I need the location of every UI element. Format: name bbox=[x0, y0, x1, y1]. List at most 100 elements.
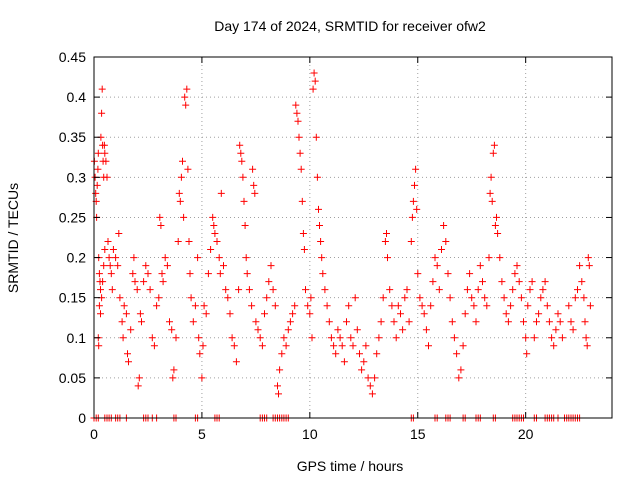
data-point bbox=[399, 326, 407, 334]
data-point bbox=[397, 310, 404, 318]
data-point bbox=[463, 286, 471, 294]
data-point bbox=[239, 173, 247, 181]
data-point bbox=[433, 262, 441, 270]
data-point bbox=[408, 213, 416, 221]
data-point bbox=[550, 342, 558, 350]
data-point bbox=[177, 173, 185, 181]
data-point bbox=[100, 141, 108, 149]
data-point bbox=[407, 238, 415, 245]
x-tick-label: 0 bbox=[90, 426, 98, 442]
data-point bbox=[490, 141, 498, 149]
data-point bbox=[237, 149, 245, 157]
data-point bbox=[411, 181, 418, 189]
data-point bbox=[487, 173, 495, 181]
data-point bbox=[307, 294, 315, 302]
data-point bbox=[136, 310, 144, 318]
data-point bbox=[539, 286, 547, 294]
data-point bbox=[548, 334, 556, 342]
data-point bbox=[241, 222, 249, 229]
data-point bbox=[150, 342, 158, 350]
data-point bbox=[311, 77, 319, 85]
data-point bbox=[356, 350, 363, 358]
data-point bbox=[541, 278, 549, 286]
data-point bbox=[226, 310, 234, 318]
data-point bbox=[302, 286, 309, 294]
data-point bbox=[170, 366, 178, 374]
data-point bbox=[383, 230, 390, 237]
data-point bbox=[194, 254, 202, 262]
data-point bbox=[293, 109, 301, 117]
data-point bbox=[156, 213, 164, 221]
data-point bbox=[265, 278, 273, 286]
plot-frame bbox=[93, 56, 613, 419]
data-point bbox=[249, 165, 257, 173]
data-point bbox=[347, 334, 355, 342]
data-point bbox=[186, 270, 194, 278]
data-point bbox=[524, 302, 532, 310]
y-tick-label: 0.05 bbox=[59, 370, 86, 386]
data-point bbox=[470, 302, 478, 310]
data-point bbox=[321, 286, 329, 294]
data-point bbox=[94, 149, 102, 157]
data-point bbox=[181, 93, 189, 101]
data-point bbox=[584, 254, 592, 262]
data-point bbox=[108, 286, 116, 294]
data-point bbox=[489, 149, 497, 157]
data-point bbox=[157, 222, 165, 229]
grid-lines bbox=[94, 57, 612, 418]
data-point bbox=[216, 270, 224, 278]
data-point bbox=[144, 270, 152, 278]
data-point bbox=[472, 318, 480, 326]
data-point bbox=[183, 85, 191, 93]
data-point bbox=[526, 286, 534, 294]
data-point bbox=[479, 278, 486, 286]
data-point bbox=[95, 342, 103, 350]
data-point bbox=[142, 262, 150, 270]
data-point bbox=[209, 213, 217, 221]
data-point bbox=[298, 197, 306, 205]
y-tick-label: 0.35 bbox=[59, 129, 86, 145]
data-point bbox=[220, 262, 227, 270]
data-point bbox=[373, 350, 381, 358]
data-point bbox=[496, 254, 504, 262]
data-point bbox=[381, 238, 389, 245]
data-point bbox=[125, 358, 132, 366]
data-point bbox=[409, 197, 417, 205]
data-point bbox=[189, 318, 197, 326]
data-point bbox=[491, 222, 499, 229]
data-point bbox=[384, 254, 391, 262]
x-axis-title: GPS time / hours bbox=[297, 458, 404, 474]
data-point bbox=[278, 350, 286, 358]
data-point bbox=[319, 270, 327, 278]
data-point bbox=[420, 310, 428, 318]
data-point bbox=[166, 318, 173, 326]
data-point bbox=[558, 334, 566, 342]
data-point bbox=[401, 294, 409, 302]
data-point bbox=[238, 157, 246, 165]
data-point bbox=[498, 278, 506, 286]
data-point bbox=[284, 326, 292, 334]
y-tick-label: 0.25 bbox=[59, 209, 86, 225]
data-point bbox=[269, 286, 277, 294]
data-point bbox=[377, 318, 385, 326]
y-tick-label: 0.45 bbox=[59, 49, 86, 65]
data-point bbox=[586, 302, 594, 310]
data-point bbox=[504, 318, 512, 326]
data-point bbox=[530, 334, 538, 342]
data-point bbox=[522, 334, 530, 342]
data-point bbox=[119, 334, 127, 342]
data-point bbox=[276, 366, 284, 374]
data-point bbox=[100, 262, 108, 270]
data-point bbox=[254, 326, 262, 334]
data-point bbox=[543, 302, 551, 310]
data-point bbox=[435, 286, 443, 294]
data-point bbox=[422, 326, 430, 334]
data-point bbox=[232, 358, 240, 366]
data-point bbox=[153, 302, 161, 310]
data-point bbox=[200, 302, 208, 310]
data-point bbox=[159, 278, 167, 286]
data-point bbox=[146, 286, 154, 294]
data-point bbox=[442, 238, 450, 245]
data-point bbox=[440, 222, 448, 229]
